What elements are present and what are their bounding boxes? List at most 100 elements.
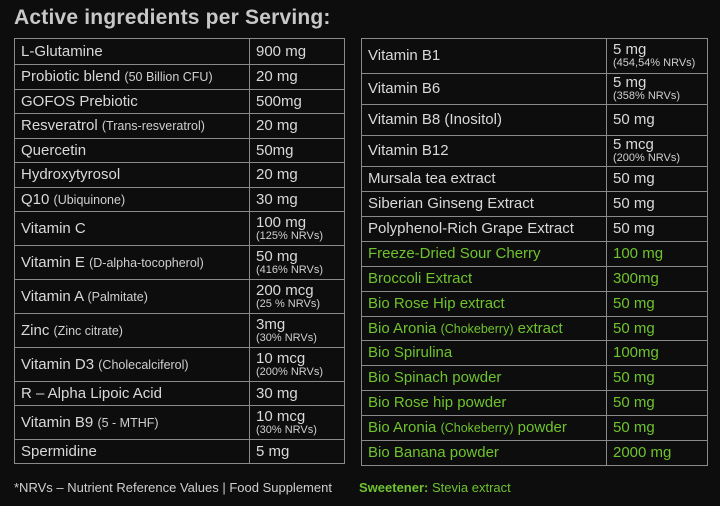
ingredient-quantity-cell: 50mg xyxy=(249,138,345,163)
ingredient-name-cell: Vitamin B9 (5 - MTHF) xyxy=(14,405,250,440)
ingredient-row: Polyphenol-Rich Grape Extract 50 mg xyxy=(361,216,708,242)
ingredient-note: (Palmitate) xyxy=(87,289,148,304)
ingredient-quantity: 500mg xyxy=(256,92,302,110)
sweetener-value: Stevia extract xyxy=(432,480,511,495)
ingredient-name: R – Alpha Lipoic Acid xyxy=(21,384,162,402)
ingredient-quantity: 2000 mg xyxy=(613,444,672,462)
ingredient-name-cell: GOFOS Prebiotic xyxy=(14,89,250,114)
ingredient-name-cell: R – Alpha Lipoic Acid xyxy=(14,381,250,406)
ingredient-name-cell: Bio Spinach powder xyxy=(361,365,607,391)
ingredient-quantity-cell: 20 mg xyxy=(249,64,345,90)
ingredient-quantity-cell: 30 mg xyxy=(249,187,345,212)
ingredient-nrv: (25 % NRVs) xyxy=(256,297,320,310)
ingredient-name-cell: Vitamin B1 xyxy=(361,38,607,74)
ingredient-quantity-cell: 100mg xyxy=(606,340,708,366)
ingredient-quantity: 50 mg xyxy=(613,369,655,387)
ingredient-quantity: 30 mg xyxy=(256,384,298,402)
footer-note: *NRVs – Nutrient Reference Values | Food… xyxy=(14,480,332,495)
ingredient-quantity-cell: 50 mg xyxy=(606,390,708,416)
ingredient-row: R – Alpha Lipoic Acid 30 mg xyxy=(14,381,345,406)
ingredient-note: (Chokeberry) xyxy=(440,421,514,436)
ingredient-name-cell: Broccoli Extract xyxy=(361,266,607,292)
ingredient-name: Zinc xyxy=(21,321,50,339)
ingredient-quantity-cell: 20 mg xyxy=(249,113,345,139)
ingredient-quantity-cell: 5 mcg (200% NRVs) xyxy=(606,135,708,167)
ingredient-quantity: 5 mcg xyxy=(613,136,654,154)
ingredient-name-cell: Resveratrol (Trans-resveratrol) xyxy=(14,113,250,139)
ingredient-quantity-cell: 10 mcg (30% NRVs) xyxy=(249,405,345,440)
ingredient-quantity-cell: 3mg (30% NRVs) xyxy=(249,313,345,348)
ingredient-name-tail: powder xyxy=(517,419,567,437)
ingredient-quantity-cell: 5 mg (358% NRVs) xyxy=(606,73,708,105)
ingredient-nrv: (125% NRVs) xyxy=(256,229,324,242)
ingredient-name: Bio Banana powder xyxy=(368,444,499,462)
ingredient-quantity: 20 mg xyxy=(256,166,298,184)
ingredient-name-cell: Bio Spirulina xyxy=(361,340,607,366)
ingredient-quantity: 50 mg xyxy=(613,319,655,337)
ingredient-name-cell: Q10 (Ubiquinone) xyxy=(14,187,250,212)
ingredient-row: Bio Rose Hip extract 50 mg xyxy=(361,291,708,317)
ingredient-quantity: 20 mg xyxy=(256,117,298,135)
ingredient-name: Vitamin A xyxy=(21,287,84,305)
sweetener-label: Sweetener: xyxy=(359,480,429,495)
ingredient-name: Bio Aronia xyxy=(368,419,437,437)
ingredient-row: Vitamin B6 5 mg (358% NRVs) xyxy=(361,73,708,105)
ingredient-quantity-cell: 300mg xyxy=(606,266,708,292)
sweetener-line: Sweetener: Stevia extract xyxy=(359,480,511,495)
ingredient-name: Mursala tea extract xyxy=(368,170,496,188)
ingredient-nrv: (416% NRVs) xyxy=(256,263,324,276)
ingredient-note: (Trans-resveratrol) xyxy=(101,119,205,134)
ingredient-nrv: (358% NRVs) xyxy=(613,90,681,103)
ingredient-row: Q10 (Ubiquinone) 30 mg xyxy=(14,187,345,212)
ingredient-quantity: 200 mcg xyxy=(256,281,314,299)
ingredient-quantity-cell: 100 mg xyxy=(606,241,708,267)
ingredient-row: Vitamin A (Palmitate) 200 mcg (25 % NRVs) xyxy=(14,279,345,314)
ingredient-note: (Ubiquinone) xyxy=(53,192,126,207)
ingredient-quantity: 50 mg xyxy=(613,111,655,129)
ingredient-name-cell: Quercetin xyxy=(14,138,250,163)
ingredient-nrv: (30% NRVs) xyxy=(256,331,317,344)
ingredient-name-cell: Vitamin A (Palmitate) xyxy=(14,279,250,314)
ingredient-name: Vitamin B9 xyxy=(21,413,94,431)
ingredient-name: Vitamin B1 xyxy=(368,47,441,65)
ingredient-name: Probiotic blend xyxy=(21,68,121,86)
ingredient-name-cell: Vitamin C xyxy=(14,211,250,246)
ingredient-nrv: (454,54% NRVs) xyxy=(613,57,696,70)
ingredient-quantity-cell: 50 mg (416% NRVs) xyxy=(249,245,345,280)
ingredient-name-cell: Bio Rose Hip extract xyxy=(361,291,607,317)
ingredient-quantity-cell: 50 mg xyxy=(606,166,708,192)
ingredient-quantity: 10 mcg xyxy=(256,349,306,367)
ingredient-quantity-cell: 200 mcg (25 % NRVs) xyxy=(249,279,345,314)
ingredient-row: Bio Aronia (Chokeberry) powder 50 mg xyxy=(361,415,708,441)
ingredient-row: Vitamin C 100 mg (125% NRVs) xyxy=(14,211,345,246)
ingredient-name-cell: Siberian Ginseng Extract xyxy=(361,191,607,217)
ingredient-name: Vitamin D3 xyxy=(21,355,95,373)
ingredient-name: Bio Aronia xyxy=(368,319,437,337)
ingredient-quantity: 50 mg xyxy=(613,394,655,412)
ingredient-nrv: (30% NRVs) xyxy=(256,423,317,436)
ingredient-name-cell: Bio Aronia (Chokeberry) powder xyxy=(361,415,607,441)
ingredient-quantity: 5 mg xyxy=(613,41,647,59)
ingredient-name: Bio Rose hip powder xyxy=(368,394,507,412)
ingredient-nrv: (200% NRVs) xyxy=(256,365,324,378)
ingredient-quantity: 100 mg xyxy=(613,245,664,263)
ingredient-name-cell: Vitamin D3 (Cholecalciferol) xyxy=(14,347,250,382)
ingredient-row: Bio Rose hip powder 50 mg xyxy=(361,390,708,416)
ingredient-quantity-cell: 30 mg xyxy=(249,381,345,406)
ingredient-quantity-cell: 100 mg (125% NRVs) xyxy=(249,211,345,246)
ingredient-quantity-cell: 20 mg xyxy=(249,162,345,188)
ingredient-name: L-Glutamine xyxy=(21,42,103,60)
ingredient-name-cell: Bio Rose hip powder xyxy=(361,390,607,416)
ingredient-quantity: 3mg xyxy=(256,315,286,333)
ingredient-quantity-cell: 10 mcg (200% NRVs) xyxy=(249,347,345,382)
ingredient-quantity: 20 mg xyxy=(256,68,298,86)
ingredient-quantity: 50 mg xyxy=(613,295,655,313)
ingredient-name-cell: Probiotic blend (50 Billion CFU) xyxy=(14,64,250,90)
ingredient-row: Zinc (Zinc citrate) 3mg (30% NRVs) xyxy=(14,313,345,348)
ingredient-quantity: 50 mg xyxy=(256,247,298,265)
ingredient-name: Quercetin xyxy=(21,141,87,159)
ingredient-quantity: 50 mg xyxy=(613,170,655,188)
ingredient-name: Vitamin B12 xyxy=(368,142,449,160)
ingredient-name-cell: Vitamin B8 (Inositol) xyxy=(361,104,607,136)
ingredient-quantity: 100mg xyxy=(613,344,659,362)
